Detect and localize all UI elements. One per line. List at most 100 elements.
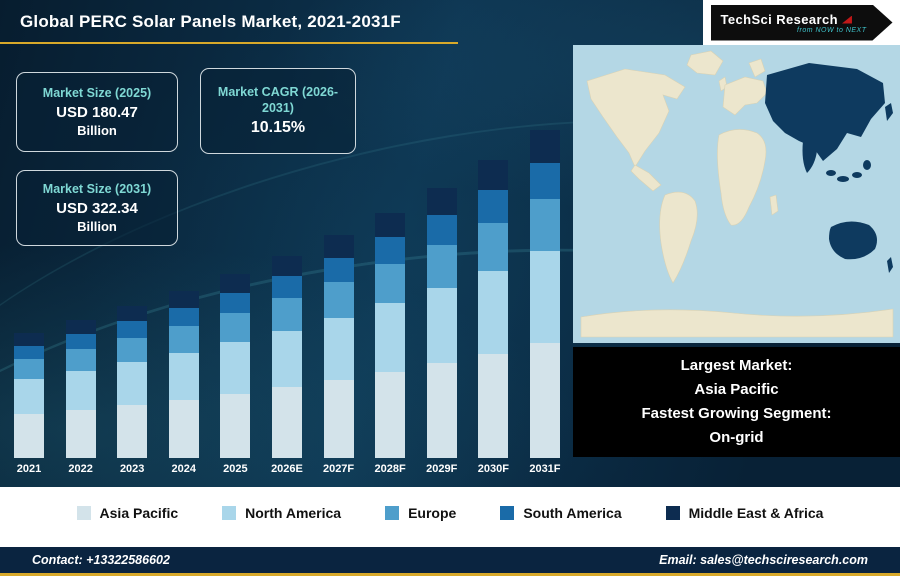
map-island — [837, 176, 849, 182]
bar-segment — [65, 349, 96, 372]
x-axis-year-label: 2023 — [119, 463, 145, 475]
bar-stack — [529, 120, 560, 458]
bar-segment — [220, 292, 251, 313]
bar-segment — [168, 307, 199, 326]
x-axis-year-label: 2021 — [16, 463, 42, 475]
bar-segment — [168, 352, 199, 400]
bar-stack — [375, 120, 406, 458]
x-axis-year-label: 2028F — [374, 463, 406, 475]
bar-segment — [168, 399, 199, 458]
legend-swatch — [222, 506, 237, 520]
footer-bar: Contact: +13322586602 Email: sales@techs… — [0, 547, 900, 576]
page-title: Global PERC Solar Panels Market, 2021-20… — [20, 12, 401, 31]
legend-label: Middle East & Africa — [688, 505, 824, 521]
bar-column: 2021 — [12, 120, 46, 480]
legend-label: Asia Pacific — [99, 505, 179, 521]
bar-column: 2031F — [528, 120, 562, 480]
bar-column: 2027F — [322, 120, 356, 480]
footer-email: Email: sales@techsciresearch.com — [659, 553, 868, 567]
x-axis-year-label: 2022 — [68, 463, 93, 475]
map-greenland — [686, 50, 724, 76]
legend-swatch — [665, 506, 680, 520]
map-scandinavia — [748, 58, 766, 78]
bar-column: 2022 — [64, 120, 98, 480]
legend-item: Asia Pacific — [76, 505, 179, 521]
bar-segment — [323, 257, 354, 283]
techsci-research-logo: TechSci Research from NOW to NEXT — [710, 4, 893, 41]
bar-segment — [529, 129, 560, 163]
bar-segment — [426, 187, 457, 215]
bar-stack — [14, 120, 44, 458]
bar-segment — [117, 306, 148, 322]
bar-segment — [220, 274, 251, 293]
map-europe — [722, 76, 768, 116]
x-axis-year-label: 2027F — [322, 463, 355, 475]
bar-stack — [168, 120, 199, 458]
bar-segment — [375, 237, 406, 265]
bar-segment — [271, 275, 302, 299]
bar-stack — [478, 120, 509, 458]
bar-stack — [426, 120, 457, 458]
bar-segment — [65, 409, 96, 458]
map-africa — [717, 129, 767, 226]
bar-stack — [271, 120, 302, 458]
legend-swatch — [385, 506, 400, 520]
map-landmass — [580, 50, 894, 338]
bar-segment — [529, 198, 560, 252]
bar-stack — [65, 120, 96, 458]
bar-segment — [220, 342, 251, 394]
bar-segment — [426, 244, 457, 288]
map-central-america — [630, 164, 662, 192]
bar-column: 2025 — [218, 120, 252, 480]
legend-label: North America — [245, 505, 342, 521]
bar-stack — [323, 120, 354, 458]
bar-segment — [375, 372, 406, 458]
callout-line: Largest Market: — [680, 357, 793, 374]
market-size-2025-box: Market Size (2025) USD 180.47 Billion — [16, 72, 178, 152]
market-cagr-value: 10.15% — [250, 118, 306, 136]
legend-label: South America — [523, 505, 622, 521]
bar-segment — [478, 270, 509, 354]
bar-segment — [168, 290, 199, 308]
legend-item: Europe — [385, 505, 456, 521]
bar-segment — [14, 345, 44, 360]
callout-line: Fastest Growing Segment: — [641, 405, 832, 422]
map-australia — [829, 221, 877, 260]
bar-segment — [14, 359, 44, 380]
bar-segment — [271, 255, 302, 276]
bar-segment — [323, 282, 354, 318]
x-axis-year-label: 2030F — [477, 463, 509, 475]
bar-segment — [117, 338, 148, 363]
x-axis-year-label: 2031F — [529, 463, 561, 475]
legend-item: Middle East & Africa — [665, 505, 824, 521]
bar-stack — [220, 120, 251, 458]
legend-swatch — [500, 506, 515, 520]
map-madagascar — [769, 194, 779, 216]
bar-segment — [478, 222, 509, 271]
map-philippines — [863, 160, 871, 170]
stacked-bar-chart: 2021 2022 2023 2024 2025 2026E 2027F 2028F 2029F… — [12, 120, 562, 480]
bar-segment — [375, 303, 406, 373]
market-size-2031-unit: Billion — [77, 218, 117, 234]
bar-segment — [426, 287, 457, 364]
bar-column: 2030F — [476, 120, 510, 480]
map-north-america — [586, 68, 686, 168]
bar-segment — [426, 214, 457, 245]
map-asia-pacific-highlight — [765, 63, 893, 273]
map-south-america — [659, 191, 698, 284]
bar-segment — [323, 317, 354, 380]
bar-segment — [117, 404, 148, 458]
logo-tagline: from NOW to NEXT — [797, 26, 867, 34]
bar-segment — [117, 362, 148, 405]
logo-arrow-icon — [841, 15, 852, 24]
bar-column: 2023 — [115, 120, 149, 480]
title-underline — [0, 42, 458, 44]
map-new-zealand — [887, 257, 893, 273]
logo-zone: TechSci Research from NOW to NEXT — [703, 0, 900, 45]
bar-segment — [478, 190, 509, 223]
map-island — [826, 170, 836, 176]
bar-segment — [323, 380, 354, 458]
map-india — [802, 140, 817, 173]
logo-brand-text: TechSci Research — [721, 12, 867, 27]
bar-segment — [14, 379, 44, 415]
